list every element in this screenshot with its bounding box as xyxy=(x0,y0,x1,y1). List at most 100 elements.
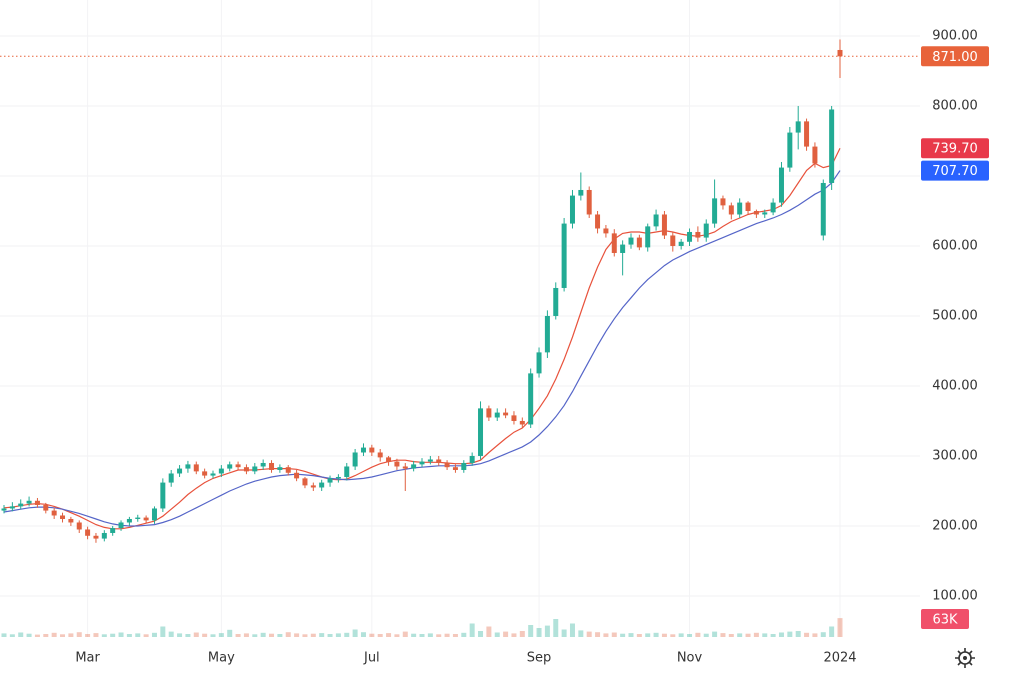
settings-button[interactable] xyxy=(955,648,975,668)
price-marker-label: 707.70 xyxy=(932,164,978,179)
candle-body xyxy=(553,287,559,316)
volume-bar xyxy=(386,633,392,637)
volume-bar xyxy=(511,633,517,637)
volume-bar xyxy=(812,633,818,637)
candle-body xyxy=(143,517,149,521)
volume-bar xyxy=(269,633,275,637)
candle-body xyxy=(51,510,57,516)
volume-bar xyxy=(210,634,216,637)
candle-body xyxy=(419,461,425,465)
volume-bar xyxy=(670,634,676,637)
candle-body xyxy=(712,198,718,224)
candle-body xyxy=(569,195,575,224)
candle-body xyxy=(310,485,316,488)
volume-bar xyxy=(486,626,492,637)
volume-bar xyxy=(151,632,157,637)
candle-body xyxy=(678,241,684,246)
volume-bar xyxy=(260,632,266,637)
volume-bar xyxy=(160,626,166,637)
volume-bar xyxy=(544,625,550,637)
volume-bar xyxy=(202,633,208,637)
volume-bar xyxy=(469,623,475,637)
candle-body xyxy=(135,517,141,519)
volume-bar xyxy=(528,625,534,637)
candle-body xyxy=(745,202,751,211)
volume-bar xyxy=(218,633,224,637)
gear-teeth xyxy=(955,648,975,668)
candle-body xyxy=(68,518,74,523)
candle-body xyxy=(369,447,375,453)
volume-bar xyxy=(335,633,341,637)
candle-body xyxy=(586,189,592,215)
candle-body xyxy=(168,473,174,483)
candle-body xyxy=(352,452,358,467)
x-tick-label: Mar xyxy=(75,651,100,666)
candle-body xyxy=(720,198,726,206)
volume-bar xyxy=(703,633,709,637)
candle-body xyxy=(620,244,626,253)
y-tick-label: 800.00 xyxy=(932,98,978,113)
candle-body xyxy=(503,412,509,416)
candle-body xyxy=(9,506,15,509)
candle-body xyxy=(595,214,601,229)
volume-bar xyxy=(60,634,66,637)
candle-body xyxy=(519,420,525,425)
y-tick-label: 300.00 xyxy=(932,448,978,463)
volume-bar xyxy=(728,634,734,637)
volume-bar xyxy=(135,633,141,637)
candle-body xyxy=(227,464,233,469)
volume-bar xyxy=(419,634,425,637)
candle-body xyxy=(486,408,492,418)
volume-bar xyxy=(837,618,843,637)
volume-bar xyxy=(110,633,116,637)
candle-body xyxy=(561,223,567,288)
candle-body xyxy=(536,352,542,374)
candle-body xyxy=(177,468,183,474)
volume-bar xyxy=(561,629,567,637)
volume-bar xyxy=(285,632,291,637)
volume-bar xyxy=(595,632,601,637)
candle-body xyxy=(34,500,40,505)
candle-body xyxy=(687,231,693,242)
candle-body xyxy=(829,109,835,183)
volume-bar xyxy=(344,632,350,637)
volume-marker-label: 63K xyxy=(932,613,958,628)
volume-bar xyxy=(427,633,433,637)
candle-body xyxy=(820,182,826,236)
volume-bar xyxy=(436,634,442,637)
volume-bar xyxy=(536,628,542,637)
volume-bar xyxy=(829,626,835,637)
volume-bar xyxy=(603,633,609,637)
candle-body xyxy=(319,482,325,488)
candle-body xyxy=(837,49,843,57)
candle-body xyxy=(528,373,534,425)
volume-bar xyxy=(661,633,667,637)
candle-body xyxy=(670,235,676,246)
x-tick-label: Sep xyxy=(527,651,552,666)
volume-bar xyxy=(143,634,149,637)
candle-body xyxy=(18,503,24,507)
candle-body xyxy=(43,504,49,511)
volume-bar xyxy=(770,634,776,637)
y-tick-label: 400.00 xyxy=(932,378,978,393)
candle-body xyxy=(653,214,659,227)
volume-bar xyxy=(227,629,233,637)
price-marker-box xyxy=(921,46,989,67)
candle-body xyxy=(778,167,784,203)
candle-body xyxy=(645,226,651,248)
candle-body xyxy=(427,459,433,462)
gear-center xyxy=(963,656,967,660)
volume-bar xyxy=(252,634,258,637)
volume-bar xyxy=(302,634,308,637)
volume-bar xyxy=(168,631,174,637)
volume-bar xyxy=(51,632,57,637)
volume-bar xyxy=(377,634,383,637)
candle-body xyxy=(210,473,216,476)
candle-body xyxy=(386,457,392,462)
candle-body xyxy=(76,522,82,530)
candle-body xyxy=(110,528,116,533)
candle-body xyxy=(126,518,132,523)
volume-bar xyxy=(444,633,450,637)
volume-bar xyxy=(695,632,701,637)
